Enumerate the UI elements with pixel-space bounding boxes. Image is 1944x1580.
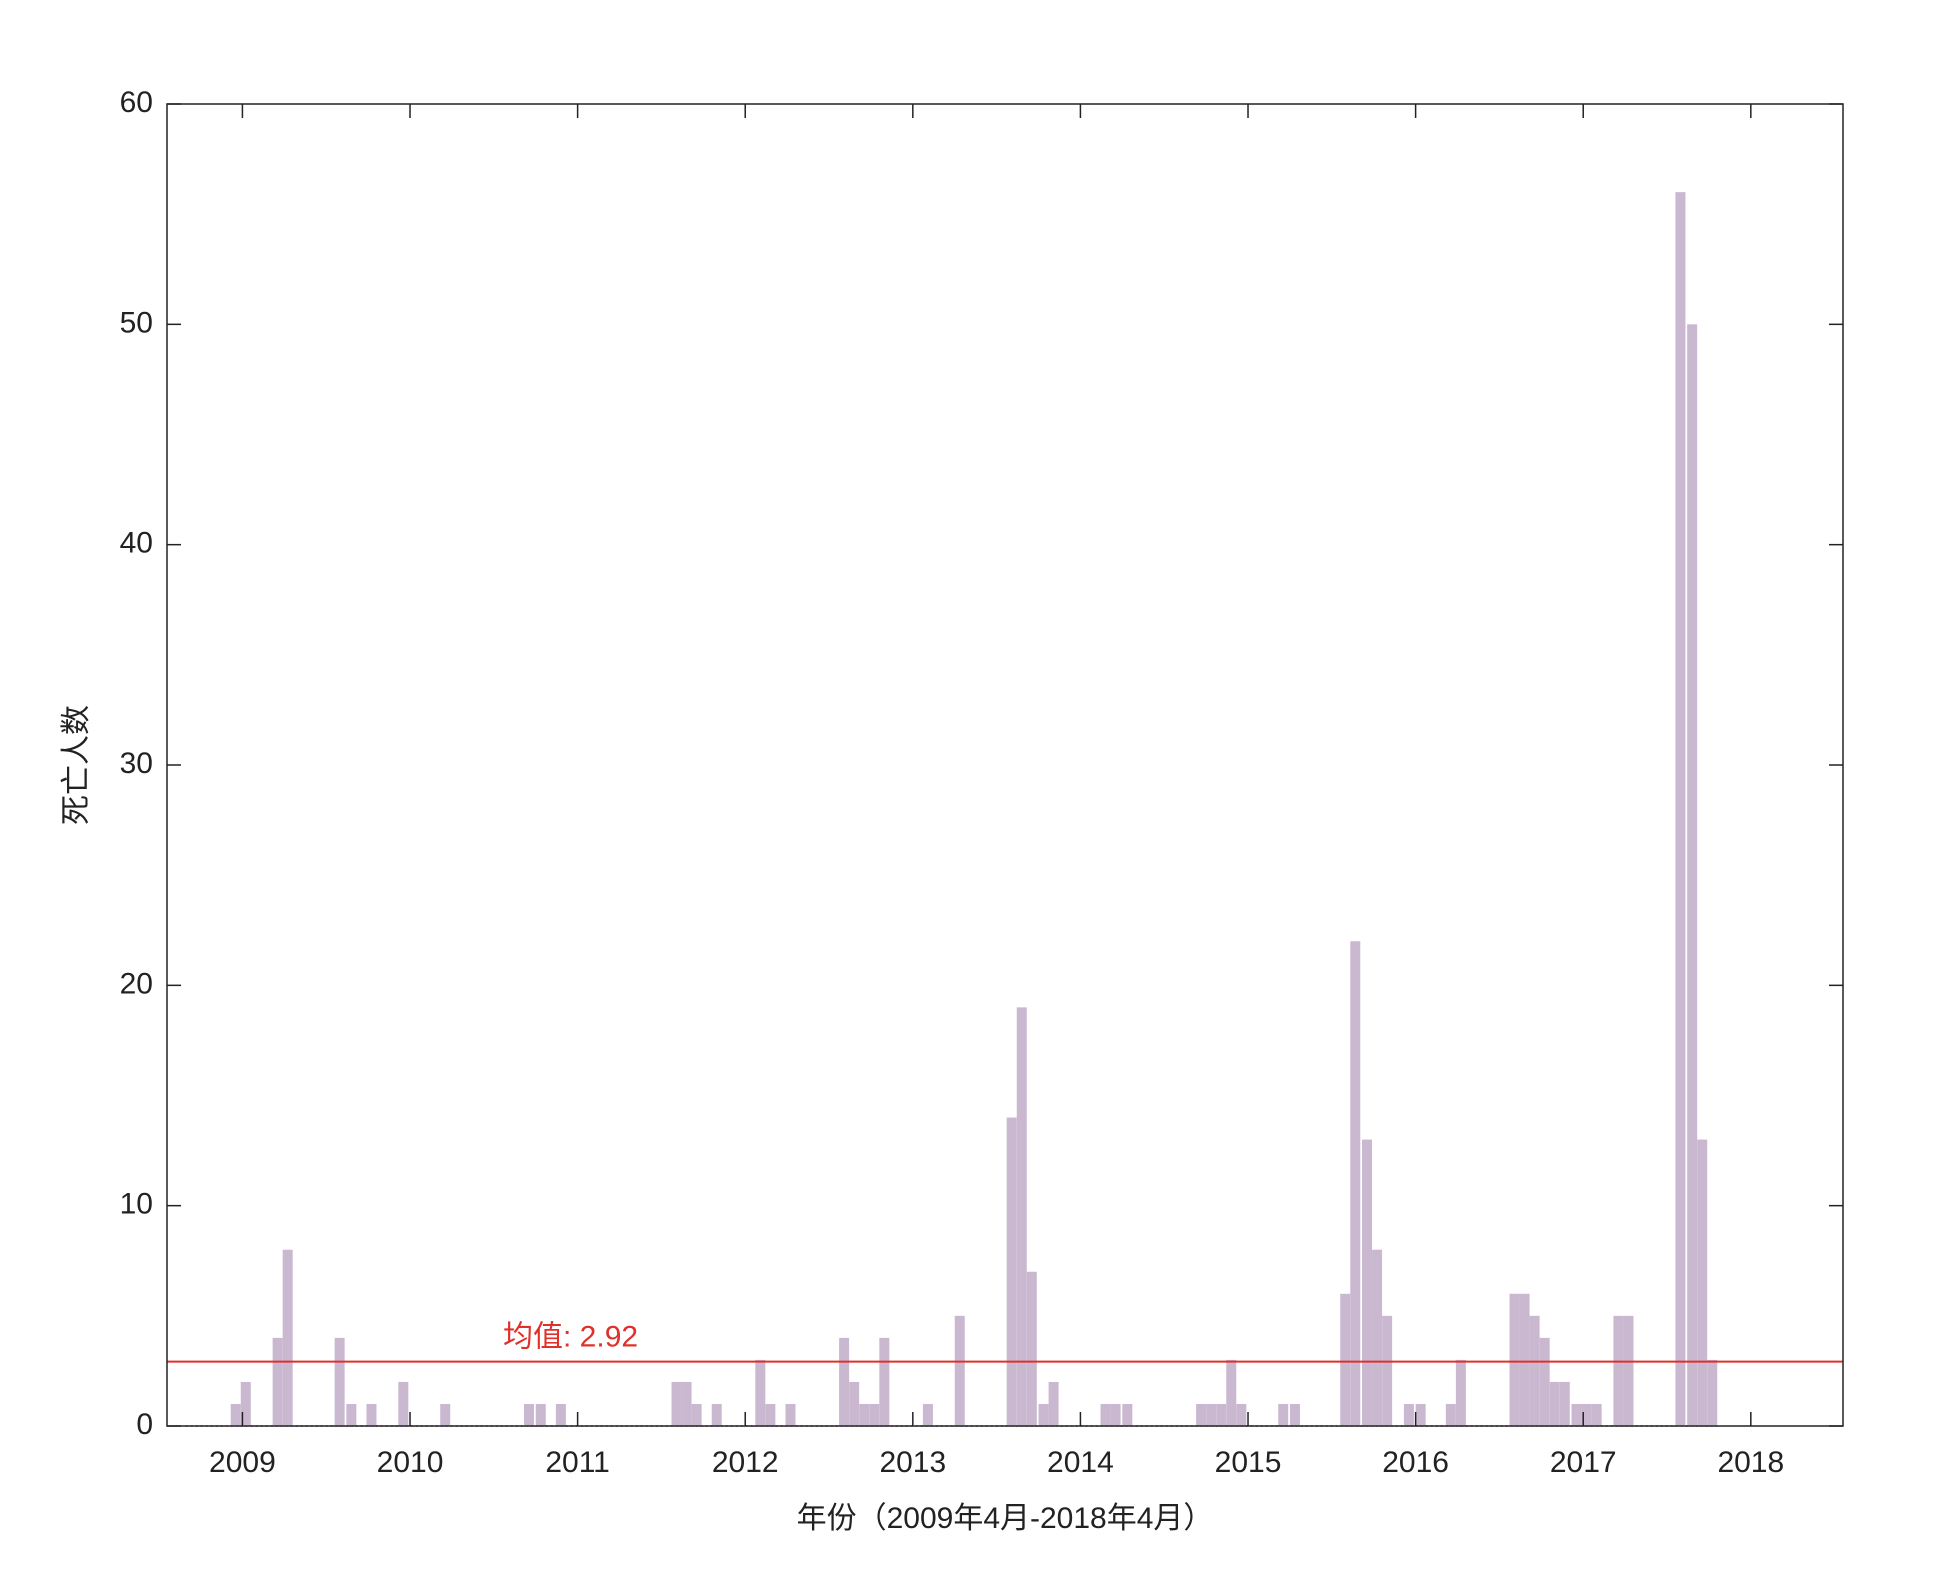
bar — [1048, 1381, 1059, 1426]
x-tick-label: 2015 — [1215, 1446, 1282, 1479]
bar — [524, 1403, 535, 1426]
bar — [1549, 1381, 1560, 1426]
bar — [1445, 1403, 1456, 1426]
bar — [346, 1403, 357, 1426]
bar — [1591, 1403, 1602, 1426]
bar — [1455, 1359, 1466, 1426]
x-axis-label: 年份（2009年4月-2018年4月） — [797, 1502, 1214, 1535]
bar — [691, 1403, 702, 1426]
bar — [1415, 1403, 1426, 1426]
x-tick-label: 2012 — [712, 1446, 779, 1479]
mean-label: 均值: 2.92 — [503, 1321, 638, 1354]
bar — [230, 1403, 241, 1426]
bar — [765, 1403, 776, 1426]
bar — [1539, 1337, 1550, 1426]
bar — [1206, 1403, 1217, 1426]
bar — [535, 1403, 546, 1426]
y-tick-label: 50 — [120, 306, 153, 339]
bar — [1236, 1403, 1247, 1426]
bar — [1350, 941, 1361, 1426]
bar — [398, 1381, 409, 1426]
bar — [1110, 1403, 1121, 1426]
x-tick-label: 2009 — [209, 1446, 276, 1479]
bar — [1016, 1007, 1027, 1426]
y-tick-label: 0 — [136, 1408, 153, 1441]
bar — [334, 1337, 345, 1426]
bar — [1278, 1403, 1289, 1426]
plot-frame — [166, 103, 1844, 1427]
bar — [555, 1403, 566, 1426]
bar — [1559, 1381, 1570, 1426]
bar — [785, 1403, 796, 1426]
bar — [272, 1337, 283, 1426]
bar — [1571, 1403, 1582, 1426]
x-tick-label: 2016 — [1382, 1446, 1449, 1479]
bar — [1122, 1403, 1133, 1426]
bar — [839, 1337, 850, 1426]
x-tick-label: 2014 — [1047, 1446, 1114, 1479]
bar — [879, 1337, 890, 1426]
bar — [1100, 1403, 1111, 1426]
bar — [954, 1315, 965, 1426]
bar — [1403, 1403, 1414, 1426]
bar — [1675, 192, 1686, 1427]
y-tick-label: 20 — [120, 967, 153, 1000]
x-tick-label: 2013 — [879, 1446, 946, 1479]
bar — [1006, 1117, 1017, 1426]
bar — [1289, 1403, 1300, 1426]
x-tick-label: 2011 — [545, 1446, 610, 1479]
bar — [240, 1381, 251, 1426]
x-tick-label: 2017 — [1550, 1446, 1617, 1479]
bar — [1509, 1293, 1520, 1426]
bar — [1362, 1139, 1373, 1426]
bar — [922, 1403, 933, 1426]
bar — [859, 1403, 870, 1426]
bar — [1026, 1271, 1037, 1426]
bar — [1613, 1315, 1624, 1426]
bar — [1340, 1293, 1351, 1426]
bar — [1216, 1403, 1227, 1426]
bar — [1707, 1359, 1718, 1426]
bar — [869, 1403, 880, 1426]
bar — [1697, 1139, 1708, 1426]
bar — [755, 1359, 766, 1426]
y-axis-label: 死亡人数 — [60, 705, 93, 825]
bar — [849, 1381, 860, 1426]
bar — [1038, 1403, 1049, 1426]
bar — [440, 1403, 451, 1426]
y-tick-label: 40 — [120, 527, 153, 560]
bar — [1529, 1315, 1540, 1426]
bar — [1196, 1403, 1207, 1426]
bar — [1372, 1249, 1383, 1426]
bar — [711, 1403, 722, 1426]
bar — [1519, 1293, 1530, 1426]
bar — [681, 1381, 692, 1426]
bar — [1581, 1403, 1592, 1426]
y-tick-label: 30 — [120, 747, 153, 780]
bar — [671, 1381, 682, 1426]
bar — [366, 1403, 377, 1426]
bar — [1226, 1359, 1237, 1426]
x-tick-label: 2018 — [1717, 1446, 1784, 1479]
x-tick-label: 2010 — [377, 1446, 444, 1479]
y-tick-label: 10 — [120, 1188, 153, 1221]
bar — [1687, 324, 1698, 1426]
bar — [282, 1249, 293, 1426]
y-tick-label: 60 — [120, 86, 153, 119]
bar — [1623, 1315, 1634, 1426]
bar — [1382, 1315, 1393, 1426]
